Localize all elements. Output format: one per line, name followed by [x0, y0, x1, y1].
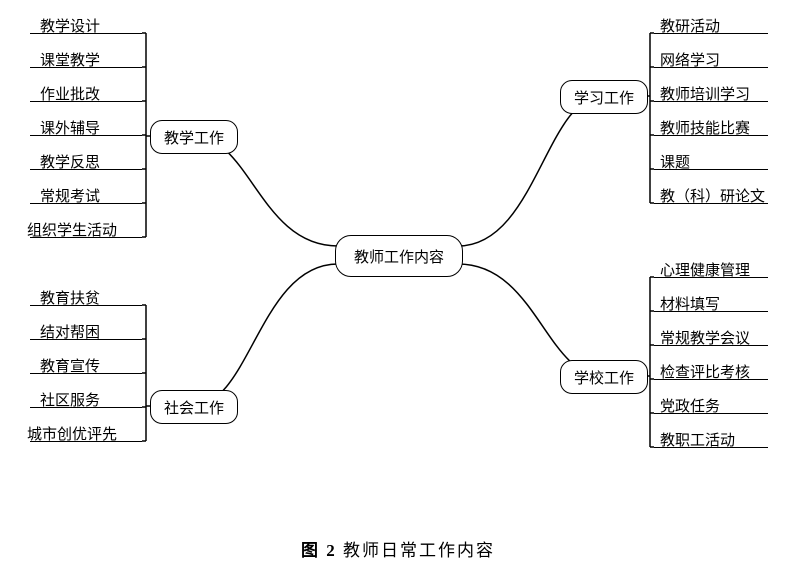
leaf-label: 教育扶贫 — [40, 287, 100, 308]
leaf-label: 心理健康管理 — [660, 259, 750, 280]
caption-text: 教师日常工作内容 — [343, 541, 495, 560]
leaf-label: 教（科）研论文 — [660, 185, 765, 206]
leaf-label: 教学反思 — [40, 151, 100, 172]
leaf-label: 教师技能比赛 — [660, 117, 750, 138]
leaf-label: 网络学习 — [660, 49, 720, 70]
leaf-label: 结对帮困 — [40, 321, 100, 342]
center-node: 教师工作内容 — [335, 235, 463, 277]
leaf-label: 常规教学会议 — [660, 327, 750, 348]
branch-node-school: 学校工作 — [560, 360, 648, 394]
caption-prefix: 图 2 — [301, 541, 337, 560]
leaf-label: 检查评比考核 — [660, 361, 750, 382]
leaf-label: 教职工活动 — [660, 429, 735, 450]
diagram-stage: 教师工作内容 教学工作 教学设计课堂教学作业批改课外辅导教学反思常规考试组织学生活动… — [0, 0, 796, 572]
leaf-label: 常规考试 — [40, 185, 100, 206]
branch-curve-study — [458, 96, 603, 246]
leaf-label: 教育宣传 — [40, 355, 100, 376]
branch-node-study: 学习工作 — [560, 80, 648, 114]
leaf-label: 城市创优评先 — [27, 423, 117, 444]
branch-node-social: 社会工作 — [150, 390, 238, 424]
branch-curve-social — [193, 264, 338, 406]
leaf-label: 课堂教学 — [40, 49, 100, 70]
leaf-label: 组织学生活动 — [27, 219, 117, 240]
leaf-label: 教学设计 — [40, 15, 100, 36]
branch-node-teaching: 教学工作 — [150, 120, 238, 154]
leaf-label: 材料填写 — [660, 293, 720, 314]
leaf-label: 教研活动 — [660, 15, 720, 36]
leaf-label: 课题 — [660, 151, 690, 172]
leaf-label: 党政任务 — [660, 395, 720, 416]
leaf-label: 课外辅导 — [40, 117, 100, 138]
figure-caption: 图 2 教师日常工作内容 — [0, 536, 796, 561]
leaf-label: 社区服务 — [40, 389, 100, 410]
leaf-label: 教师培训学习 — [660, 83, 750, 104]
leaf-label: 作业批改 — [40, 83, 100, 104]
